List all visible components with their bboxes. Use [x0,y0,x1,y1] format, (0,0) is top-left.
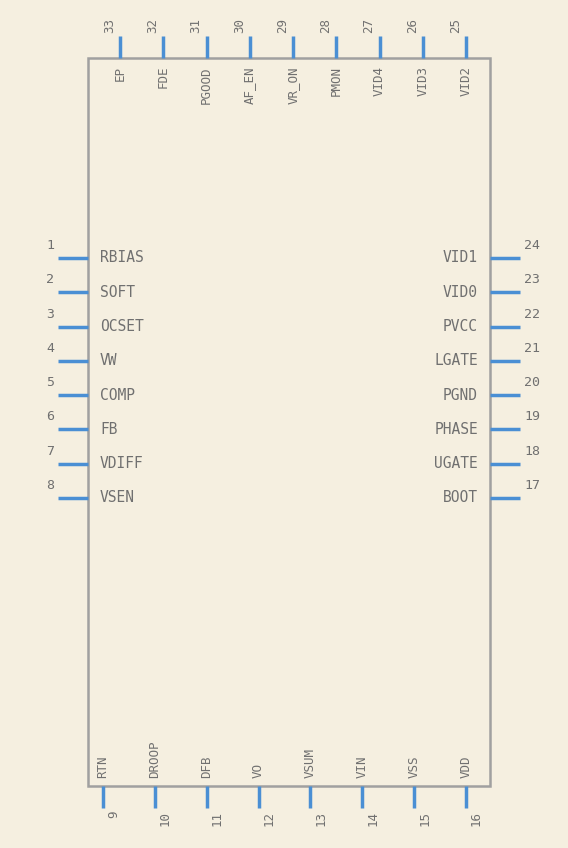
Text: 22: 22 [524,308,540,321]
Text: BOOT: BOOT [443,490,478,505]
Text: 30: 30 [233,18,246,33]
Text: VID0: VID0 [443,285,478,300]
Text: DROOP: DROOP [148,740,161,778]
Text: PHASE: PHASE [435,422,478,437]
Text: 25: 25 [449,18,462,33]
Text: 15: 15 [418,811,431,826]
Text: VID2: VID2 [460,66,473,96]
Text: RBIAS: RBIAS [100,250,144,265]
Text: 3: 3 [46,308,54,321]
Text: FB: FB [100,422,118,437]
Text: 10: 10 [159,811,172,826]
Text: VIN: VIN [356,756,369,778]
Text: VO: VO [252,763,265,778]
Text: 7: 7 [46,444,54,458]
Text: VSS: VSS [408,756,421,778]
Text: PMON: PMON [330,66,343,96]
Bar [88,58,490,786]
Text: 17: 17 [524,479,540,492]
Text: 33: 33 [103,18,116,33]
Text: LGATE: LGATE [435,354,478,368]
Text: 18: 18 [524,444,540,458]
Text: 31: 31 [190,18,203,33]
Text: FDE: FDE [157,66,170,88]
Text: 26: 26 [406,18,419,33]
Text: VID1: VID1 [443,250,478,265]
Text: 13: 13 [315,811,327,826]
Text: AF_EN: AF_EN [243,66,256,103]
Text: 5: 5 [46,377,54,389]
Text: RTN: RTN [97,756,110,778]
Text: 14: 14 [366,811,379,826]
Text: 29: 29 [276,18,289,33]
Text: VW: VW [100,354,118,368]
Text: PGND: PGND [443,388,478,403]
Text: VDD: VDD [460,756,473,778]
Text: VID4: VID4 [373,66,386,96]
Text: 9: 9 [107,811,120,818]
Text: SOFT: SOFT [100,285,135,300]
Text: 23: 23 [524,273,540,287]
Text: 2: 2 [46,273,54,287]
Text: 21: 21 [524,342,540,354]
Text: 11: 11 [211,811,224,826]
Text: 27: 27 [362,18,375,33]
Text: 16: 16 [470,811,483,826]
Text: 20: 20 [524,377,540,389]
Text: VSUM: VSUM [304,748,317,778]
Text: PVCC: PVCC [443,319,478,334]
Text: 6: 6 [46,410,54,423]
Text: 8: 8 [46,479,54,492]
Text: UGATE: UGATE [435,456,478,471]
Text: DFB: DFB [200,756,213,778]
Text: VID3: VID3 [416,66,429,96]
Text: 32: 32 [146,18,159,33]
Text: VSEN: VSEN [100,490,135,505]
Text: OCSET: OCSET [100,319,144,334]
Text: PGOOD: PGOOD [200,66,213,103]
Text: 1: 1 [46,239,54,252]
Text: VR_ON: VR_ON [286,66,299,103]
Text: 28: 28 [319,18,332,33]
Text: EP: EP [114,66,127,81]
Text: 12: 12 [262,811,275,826]
Text: VDIFF: VDIFF [100,456,144,471]
Text: 24: 24 [524,239,540,252]
Text: 19: 19 [524,410,540,423]
Text: COMP: COMP [100,388,135,403]
Text: 4: 4 [46,342,54,354]
